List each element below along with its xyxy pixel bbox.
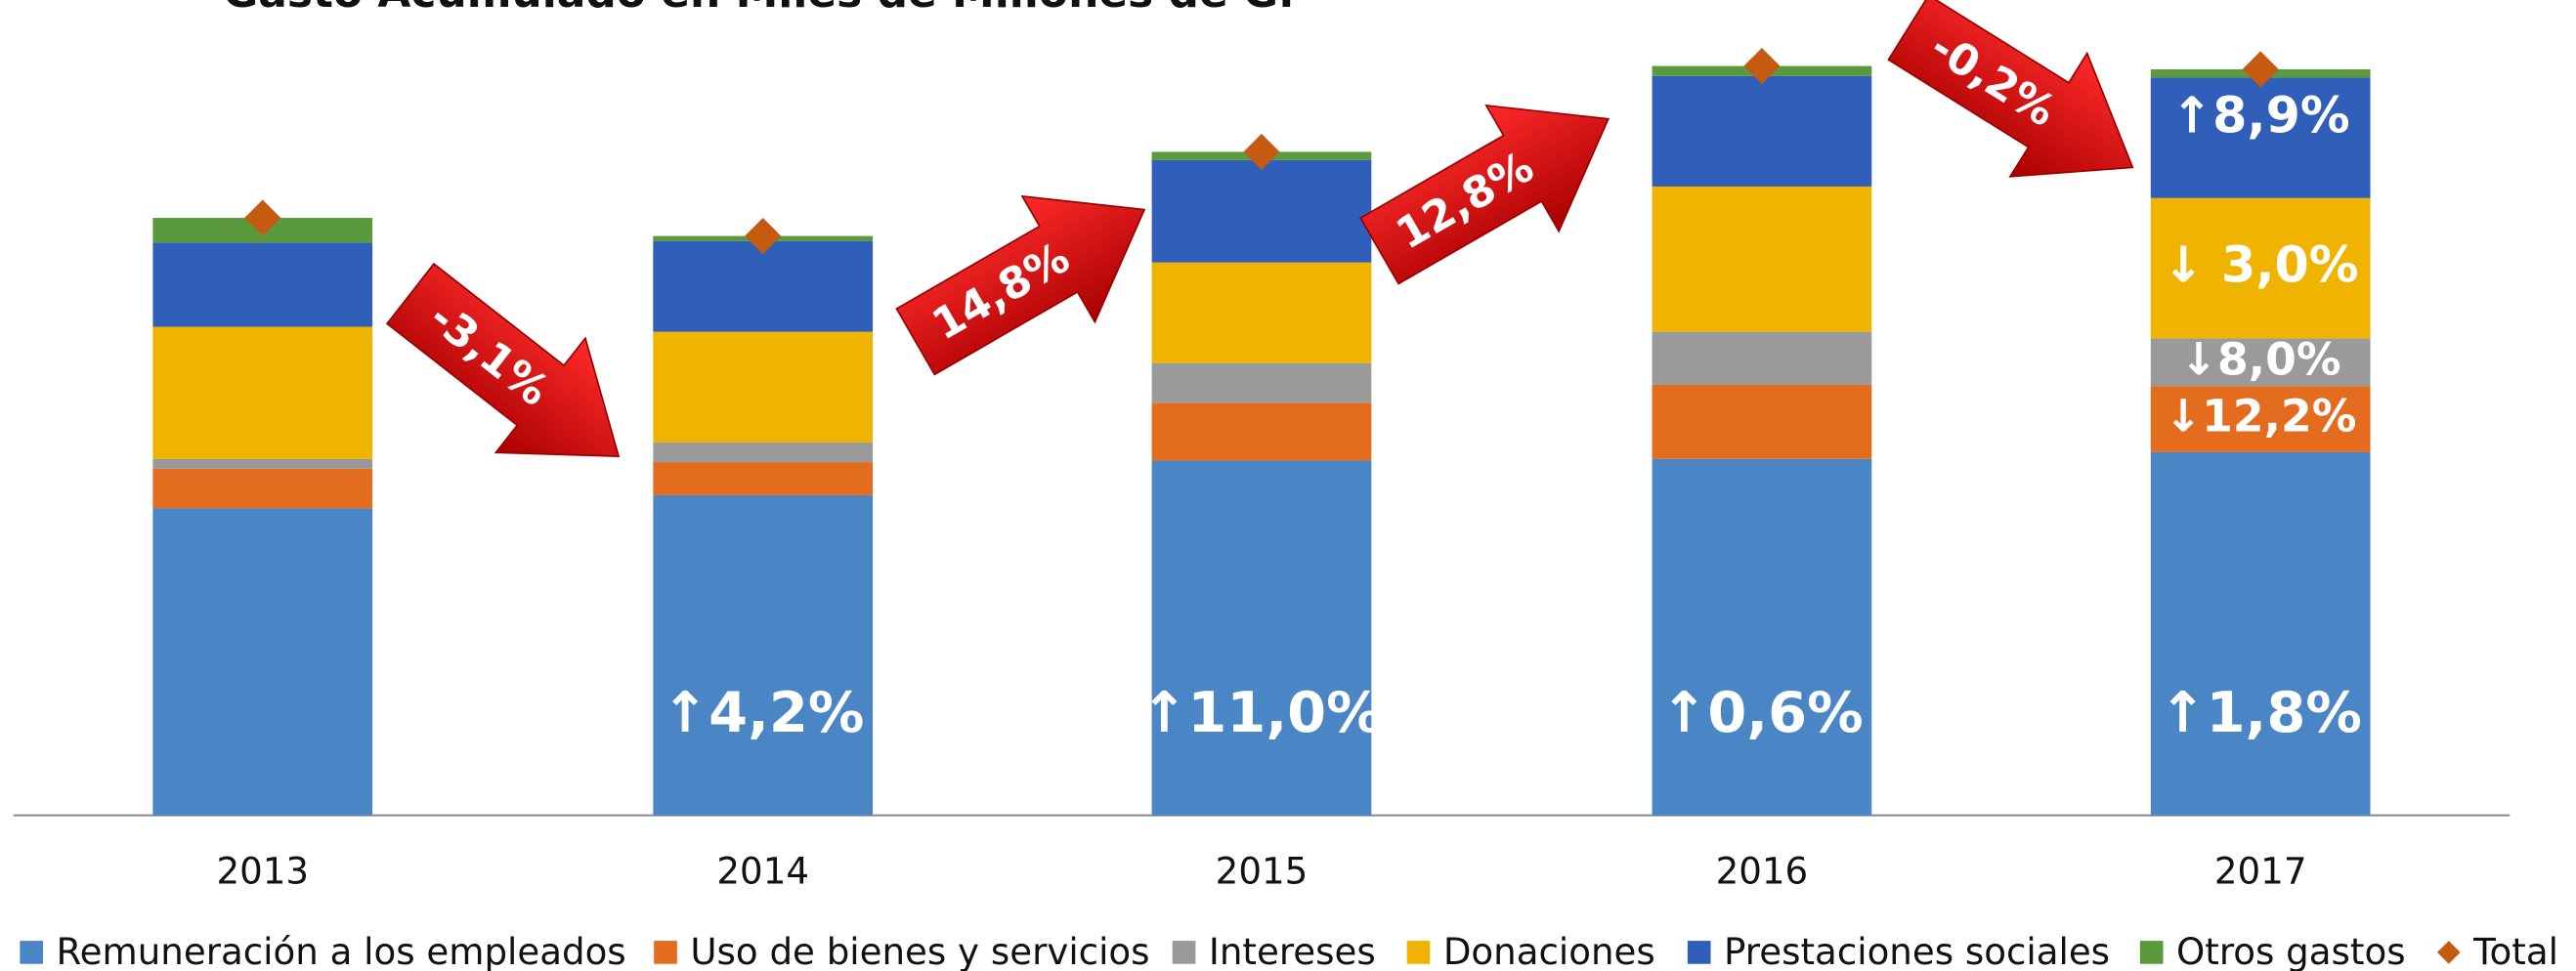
- change-arrow: -3,1%: [365, 236, 664, 514]
- x-tick-label: 2015: [1216, 849, 1309, 892]
- change-arrow: 12,8%: [1344, 56, 1645, 314]
- change-label: ↑11,0%: [1140, 680, 1382, 745]
- bar-segment: [152, 459, 372, 469]
- legend-label: Total: [2472, 930, 2558, 971]
- chart: Gasto Acumulado en Miles de Millones de …: [0, 0, 2576, 971]
- bar-segment: [1653, 332, 1872, 385]
- legend-label: Prestaciones sociales: [1724, 930, 2110, 971]
- bar-segment: [1152, 363, 1372, 403]
- legend-swatch: [2140, 941, 2164, 964]
- change-label: ↑0,6%: [1660, 680, 1863, 745]
- page: {"chart_data": {"type": "bar", "stacked"…: [0, 0, 2576, 971]
- legend-swatch: [1173, 941, 1196, 964]
- change-label: ↓8,0%: [2180, 333, 2341, 385]
- legend-swatch: [20, 941, 43, 964]
- legend-swatch: [2437, 941, 2461, 964]
- bar-segment: [653, 462, 873, 495]
- bar-segment: [152, 327, 372, 459]
- legend-label: Remuneración a los empleados: [57, 930, 626, 971]
- legend-label: Donaciones: [1443, 930, 1655, 971]
- change-label: ↑8,9%: [2171, 87, 2350, 145]
- bar-segment: [1653, 459, 1872, 816]
- bar-segment: [1653, 385, 1872, 459]
- bar-segment: [653, 332, 873, 443]
- x-tick-label: 2016: [1716, 849, 1809, 892]
- change-label: ↑1,8%: [2159, 680, 2361, 745]
- bar-segment: [653, 241, 873, 332]
- bar-segment: [1653, 76, 1872, 187]
- x-tick-label: 2014: [716, 849, 809, 892]
- bar-segment: [1152, 160, 1372, 263]
- legend-swatch: [1688, 941, 1711, 964]
- x-tick-label: 2017: [2214, 849, 2307, 892]
- bar-segment: [1653, 187, 1872, 332]
- x-tick-label: 2013: [216, 849, 309, 892]
- change-label: ↓12,2%: [2165, 391, 2356, 443]
- bar-segment: [152, 469, 372, 509]
- bar-segment: [653, 495, 873, 816]
- bar-segment: [1152, 460, 1372, 815]
- bar-segment: [152, 242, 372, 326]
- legend-swatch: [654, 941, 677, 964]
- bar-segment: [1152, 402, 1372, 460]
- change-arrow: -0,2%: [1870, 0, 2171, 229]
- legend-label: Uso de bienes y servicios: [690, 930, 1149, 971]
- bar-segment: [152, 508, 372, 815]
- change-label: ↓ 3,0%: [2163, 236, 2359, 294]
- bar-segment: [2151, 452, 2371, 816]
- legend-swatch: [1407, 941, 1431, 964]
- legend-label: Intereses: [1209, 930, 1376, 971]
- bar-segment: [1152, 263, 1372, 363]
- change-arrow: 14,8%: [880, 147, 1181, 404]
- change-label: ↑4,2%: [662, 680, 864, 745]
- chart-title: Gasto Acumulado en Miles de Millones de …: [223, 0, 1295, 18]
- legend-label: Otros gastos: [2176, 930, 2406, 971]
- bar-segment: [653, 443, 873, 462]
